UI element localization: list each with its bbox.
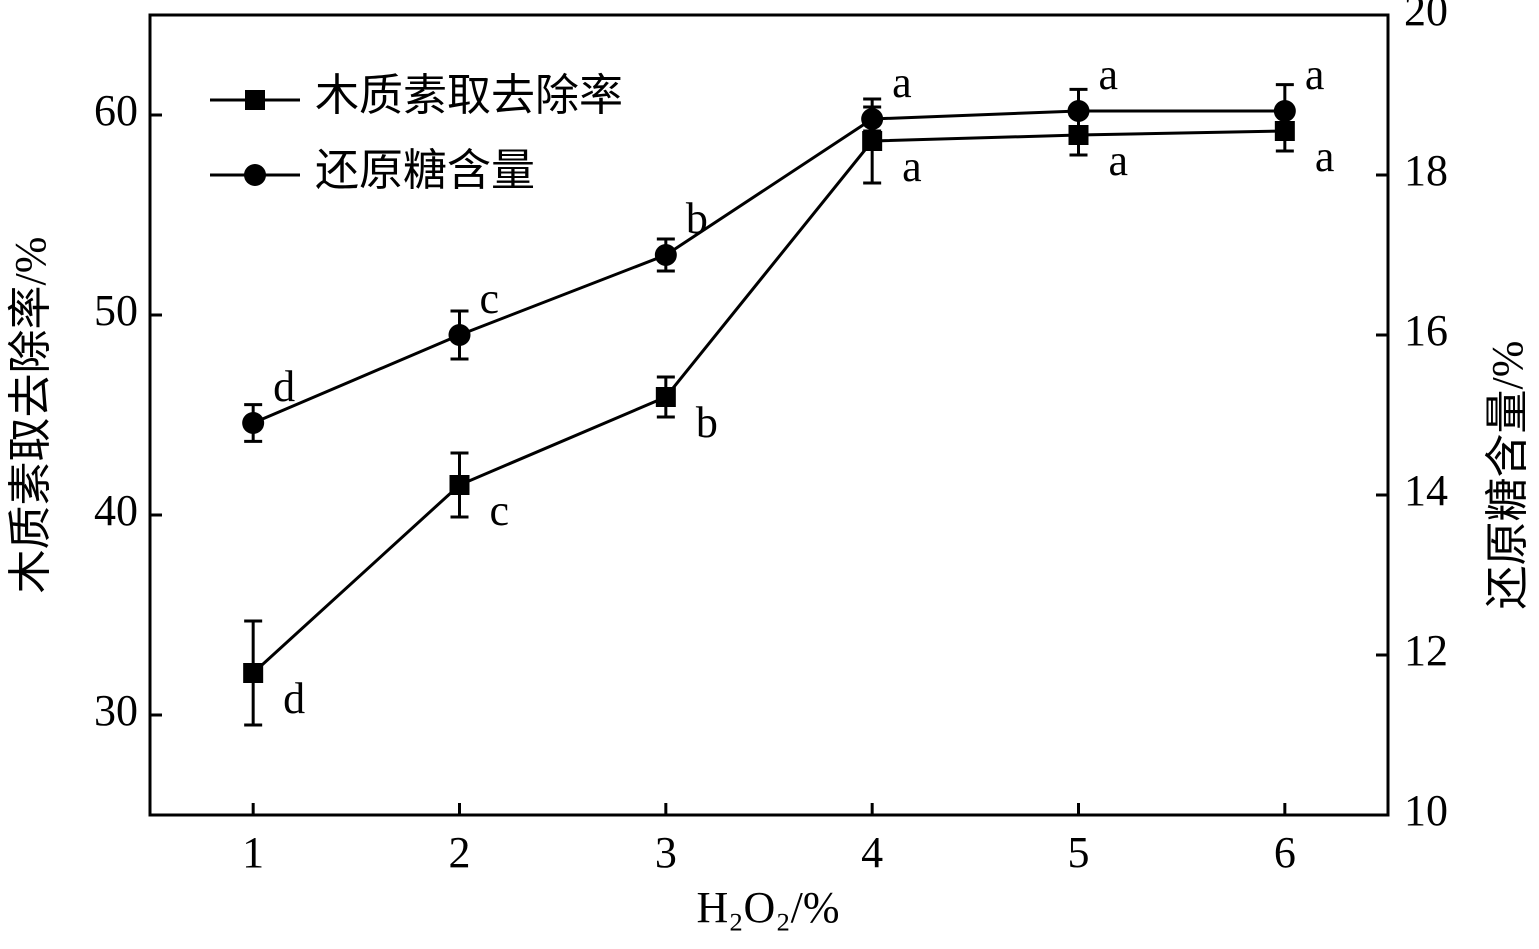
y-tick-label: 30 <box>94 686 138 735</box>
x-tick-label: 5 <box>1068 828 1090 877</box>
y-tick-label: 50 <box>94 286 138 335</box>
legend-marker <box>244 164 266 186</box>
x-tick-label: 3 <box>655 828 677 877</box>
marker <box>862 131 883 151</box>
marker <box>448 324 471 346</box>
y2-tick-label: 18 <box>1404 146 1448 195</box>
marker <box>1273 100 1296 122</box>
marker <box>861 108 884 130</box>
significance-label: b <box>696 398 718 447</box>
legend-label: 木质素取去除率 <box>315 71 623 120</box>
series-line <box>252 109 1285 425</box>
y-tick-label: 60 <box>94 86 138 135</box>
x-axis-label: H₂O₂/% <box>696 883 839 932</box>
legend-label: 还原糖含量 <box>315 146 535 195</box>
y2-tick-label: 12 <box>1404 626 1448 675</box>
significance-label: a <box>1305 50 1325 99</box>
y2-tick-label: 10 <box>1404 786 1448 835</box>
y2-axis-label: 还原糖含量/% <box>1483 341 1532 610</box>
marker <box>655 387 676 407</box>
x-tick-label: 4 <box>861 828 883 877</box>
x-tick-label: 1 <box>242 828 264 877</box>
x-tick-label: 6 <box>1274 828 1296 877</box>
significance-label: b <box>686 194 708 243</box>
y-axis-label: 木质素取去除率/% <box>6 237 55 594</box>
y2-tick-label: 20 <box>1404 0 1448 35</box>
significance-label: c <box>490 486 510 535</box>
plot-frame <box>148 13 1390 817</box>
x-tick-label: 2 <box>449 828 471 877</box>
marker <box>1068 125 1089 145</box>
marker <box>242 412 265 434</box>
significance-label: d <box>273 362 295 411</box>
significance-label: a <box>892 58 912 107</box>
significance-label: c <box>480 274 500 323</box>
significance-label: a <box>1099 50 1119 99</box>
significance-label: d <box>283 674 305 723</box>
marker <box>243 663 264 683</box>
significance-label: a <box>902 142 922 191</box>
marker <box>449 475 470 495</box>
y-tick-label: 40 <box>94 486 138 535</box>
marker <box>654 244 677 266</box>
significance-label: a <box>1315 132 1335 181</box>
y2-tick-label: 16 <box>1404 306 1448 355</box>
significance-label: a <box>1109 136 1129 185</box>
marker <box>1067 100 1090 122</box>
legend-marker <box>245 90 265 110</box>
y2-tick-label: 14 <box>1404 466 1448 515</box>
series-line <box>252 129 1285 675</box>
